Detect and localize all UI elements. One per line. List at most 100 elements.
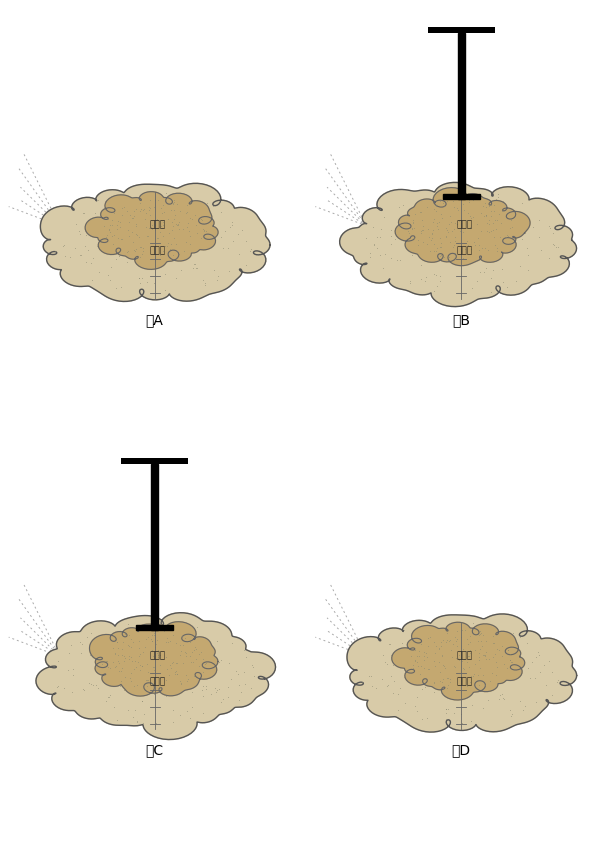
Point <box>216 695 226 708</box>
Point <box>153 232 163 245</box>
Point <box>132 214 142 228</box>
Point <box>159 205 169 219</box>
Point <box>76 636 86 650</box>
Point <box>487 666 497 680</box>
Point <box>457 238 467 252</box>
Point <box>216 206 225 219</box>
Point <box>408 213 418 226</box>
Point <box>533 648 543 662</box>
Point <box>92 230 102 244</box>
Point <box>180 235 190 249</box>
Point <box>480 209 490 223</box>
Point <box>91 678 101 692</box>
Point <box>161 635 171 649</box>
Point <box>483 244 493 257</box>
Point <box>168 628 178 642</box>
Point <box>149 200 159 213</box>
Point <box>432 219 442 232</box>
Point <box>453 203 463 217</box>
Point <box>192 636 202 650</box>
Point <box>458 251 468 265</box>
Point <box>102 230 111 244</box>
Point <box>104 689 114 703</box>
Point <box>452 650 461 664</box>
Point <box>474 619 484 632</box>
Point <box>371 230 381 244</box>
Point <box>426 635 436 649</box>
Point <box>171 237 181 251</box>
FancyBboxPatch shape <box>121 458 188 464</box>
Point <box>390 225 400 238</box>
Point <box>168 702 177 716</box>
Point <box>208 200 218 213</box>
Point <box>456 630 466 644</box>
Point <box>472 195 482 209</box>
Point <box>445 672 455 686</box>
Point <box>179 205 188 219</box>
Point <box>92 239 102 253</box>
Point <box>78 206 87 220</box>
Point <box>136 257 146 271</box>
Point <box>476 626 485 639</box>
Point <box>417 223 427 237</box>
Point <box>405 238 415 252</box>
Point <box>456 680 466 694</box>
Point <box>499 229 509 243</box>
Point <box>150 701 160 715</box>
Point <box>469 236 479 250</box>
Point <box>365 246 375 260</box>
Point <box>123 244 132 257</box>
Point <box>507 707 517 721</box>
Point <box>192 226 202 240</box>
Point <box>502 280 512 294</box>
Point <box>246 682 256 696</box>
Point <box>156 201 166 215</box>
Point <box>366 669 376 683</box>
Point <box>210 682 220 696</box>
Point <box>463 186 472 200</box>
Point <box>537 244 546 257</box>
Point <box>149 628 159 642</box>
Point <box>187 700 197 714</box>
Point <box>136 244 145 257</box>
Point <box>465 636 475 650</box>
Point <box>409 221 419 235</box>
Point <box>165 634 175 648</box>
Point <box>449 222 459 236</box>
Point <box>124 229 134 243</box>
Point <box>184 241 194 255</box>
Text: 图C: 图C <box>145 744 164 758</box>
Point <box>436 635 445 649</box>
Point <box>192 620 202 634</box>
Point <box>105 225 115 238</box>
Point <box>478 663 488 677</box>
Point <box>476 634 486 648</box>
Point <box>490 232 500 245</box>
Point <box>105 219 115 232</box>
Point <box>434 641 444 655</box>
Point <box>419 645 429 658</box>
Point <box>492 668 501 682</box>
Point <box>170 208 180 222</box>
Point <box>123 638 132 651</box>
Point <box>113 239 123 253</box>
Point <box>227 636 237 650</box>
Text: 湿润区: 湿润区 <box>456 677 472 686</box>
Point <box>125 652 135 666</box>
Point <box>113 648 123 662</box>
Point <box>429 284 439 298</box>
Point <box>142 276 152 289</box>
Point <box>407 248 417 262</box>
Point <box>474 650 484 664</box>
Point <box>482 224 492 238</box>
Point <box>488 216 498 230</box>
Point <box>448 187 458 201</box>
Point <box>487 681 496 695</box>
Point <box>503 230 513 244</box>
Point <box>435 249 445 263</box>
Point <box>116 664 126 678</box>
Point <box>150 224 160 238</box>
Point <box>80 238 90 252</box>
Point <box>106 260 116 274</box>
Point <box>482 220 492 234</box>
